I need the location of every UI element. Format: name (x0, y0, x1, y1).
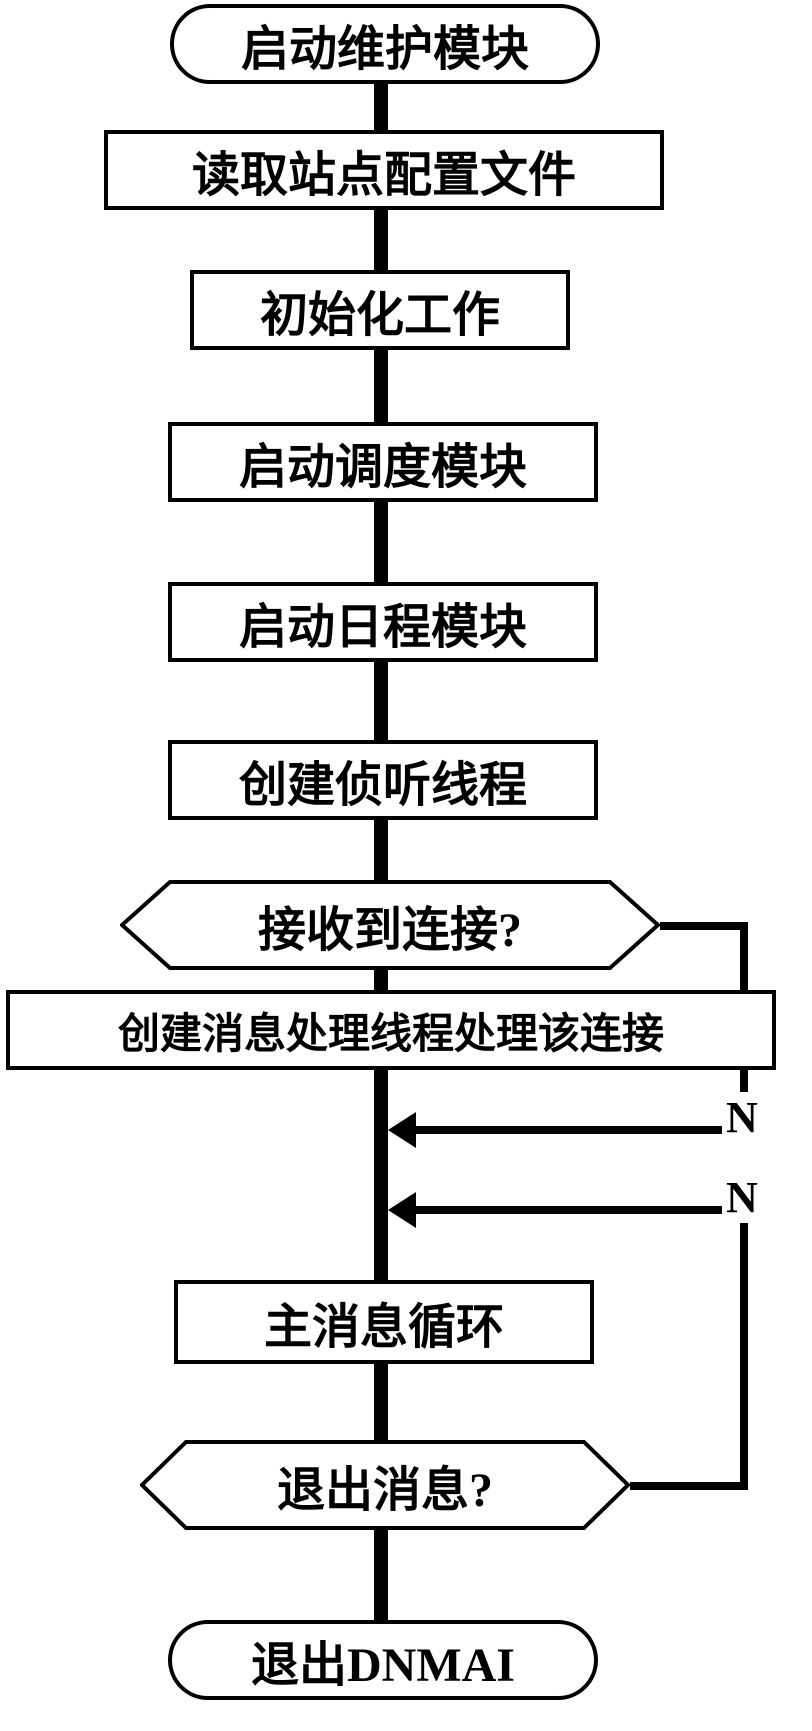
branch1-h-bot (410, 1126, 748, 1134)
start-node: 启动维护模块 (170, 4, 600, 84)
start-schedule-label: 启动日程模块 (239, 587, 527, 657)
branch1-h-top (655, 922, 747, 930)
branch2-arrow (388, 1192, 416, 1228)
receive-conn-label: 接收到连接? (258, 890, 522, 960)
main-loop-label: 主消息循环 (264, 1287, 504, 1357)
start-schedule-node: 启动日程模块 (168, 582, 598, 662)
create-msg-thread-node: 创建消息处理线程处理该连接 (6, 990, 776, 1070)
end-label: 退出DNMAI (251, 1625, 515, 1695)
main-loop-node: 主消息循环 (174, 1280, 594, 1364)
exit-msg-label: 退出消息? (277, 1450, 493, 1520)
create-listen-node: 创建侦听线程 (168, 740, 598, 820)
end-node: 退出DNMAI (168, 1620, 598, 1700)
branch1-arrow (388, 1112, 416, 1148)
flowchart-container: N N 启动维护模块 读取站点配置文件 初始化工作 启动调度模块 启动日程模块 … (0, 0, 812, 1731)
branch2-v (740, 1210, 748, 1490)
branch2-label: N (722, 1172, 762, 1223)
create-listen-label: 创建侦听线程 (239, 745, 527, 815)
start-dispatch-node: 启动调度模块 (168, 422, 598, 502)
start-label: 启动维护模块 (241, 9, 529, 79)
read-config-node: 读取站点配置文件 (104, 130, 664, 210)
start-dispatch-label: 启动调度模块 (239, 427, 527, 497)
init-label: 初始化工作 (260, 275, 500, 345)
branch2-h-bot (410, 1206, 748, 1214)
init-node: 初始化工作 (190, 270, 570, 350)
branch1-label: N (722, 1092, 762, 1143)
create-msg-thread-label: 创建消息处理线程处理该连接 (118, 1000, 664, 1061)
receive-conn-decision: 接收到连接? (120, 880, 660, 970)
read-config-label: 读取站点配置文件 (192, 135, 576, 205)
exit-msg-decision: 退出消息? (140, 1440, 630, 1530)
branch2-h-top (625, 1482, 747, 1490)
